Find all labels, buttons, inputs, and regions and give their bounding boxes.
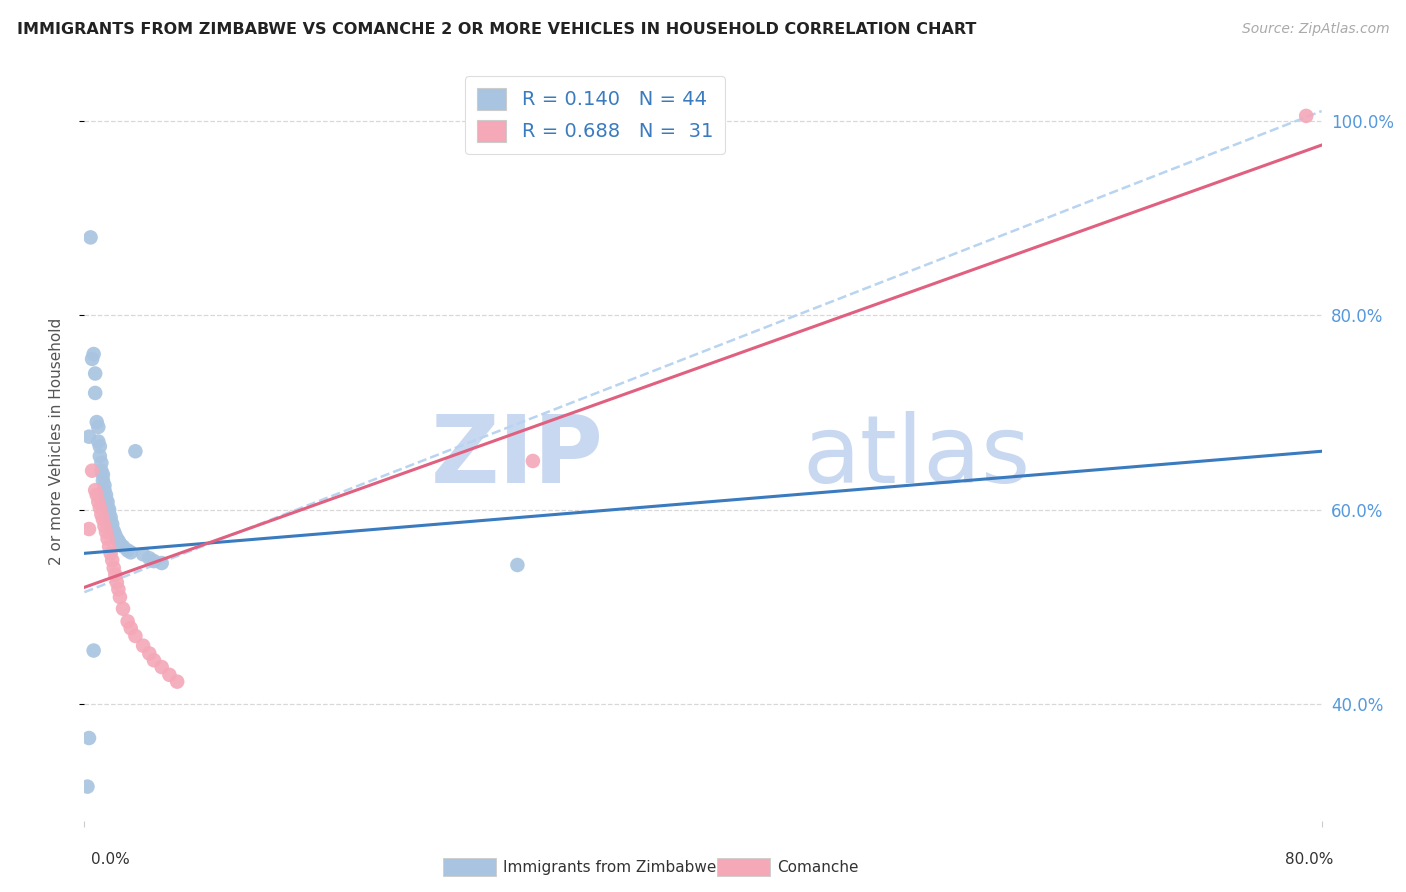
Text: Source: ZipAtlas.com: Source: ZipAtlas.com [1241,22,1389,37]
Point [91,512,114,526]
Point [112,601,135,615]
Point [107,533,129,548]
Point [108,536,131,550]
Point [87,420,110,434]
Point [82,464,104,478]
Point [77,430,100,444]
Point [101,553,124,567]
Point [143,554,166,568]
Text: 80.0%: 80.0% [1285,852,1333,867]
Point [107,582,129,597]
Point [105,575,128,590]
Point [98,507,121,521]
Point [117,615,139,629]
Point [138,551,160,566]
Point [87,495,110,509]
Point [138,647,160,661]
Point [98,502,121,516]
Point [77,522,100,536]
Point [506,558,529,572]
Point [101,522,124,536]
Point [124,444,146,458]
Text: Immigrants from Zimbabwe: Immigrants from Zimbabwe [503,860,717,874]
Point [100,510,122,524]
Text: ZIP: ZIP [432,410,605,503]
Point [86,488,108,502]
Point [83,347,105,361]
Point [90,464,112,478]
Point [94,524,117,539]
Point [90,456,112,470]
Point [89,500,111,515]
Point [90,508,112,522]
Point [105,532,128,546]
Y-axis label: 2 or more Vehicles in Household: 2 or more Vehicles in Household [49,318,63,566]
Point [104,567,127,582]
Point [93,483,115,497]
Point [150,556,173,570]
Text: 0.0%: 0.0% [91,852,131,867]
Point [117,543,139,558]
Point [96,500,118,514]
Point [77,731,100,745]
Text: IMMIGRANTS FROM ZIMBABWE VS COMANCHE 2 OR MORE VEHICLES IN HOUSEHOLD CORRELATION: IMMIGRANTS FROM ZIMBABWE VS COMANCHE 2 O… [17,22,976,37]
Point [86,415,108,429]
Point [132,639,155,653]
Point [124,629,146,643]
Text: atlas: atlas [801,410,1031,503]
Point [87,434,110,449]
Point [522,454,544,468]
Point [76,780,98,794]
Point [94,488,117,502]
Point [103,561,125,575]
Point [100,514,122,528]
Point [89,439,111,453]
Point [83,643,105,657]
Point [93,519,115,533]
Point [89,449,111,463]
Text: Comanche: Comanche [778,860,859,874]
Point [84,367,107,381]
Point [166,674,188,689]
Point [96,532,118,546]
Point [84,483,107,497]
Point [96,495,118,509]
Point [93,478,115,492]
Point [143,653,166,667]
Point [79,230,101,244]
Point [84,386,107,401]
Point [1295,109,1317,123]
Point [112,540,135,554]
Point [108,590,131,604]
Point [98,540,121,554]
Point [104,528,127,542]
Point [100,546,122,560]
Point [94,492,117,507]
Legend: R = 0.140   N = 44, R = 0.688   N =  31: R = 0.140 N = 44, R = 0.688 N = 31 [465,76,724,154]
Point [91,467,114,482]
Point [120,621,142,635]
Point [82,351,104,366]
Point [101,517,124,532]
Point [120,545,142,559]
Point [103,524,125,538]
Point [150,660,173,674]
Point [159,668,180,682]
Point [132,547,155,561]
Point [91,474,114,488]
